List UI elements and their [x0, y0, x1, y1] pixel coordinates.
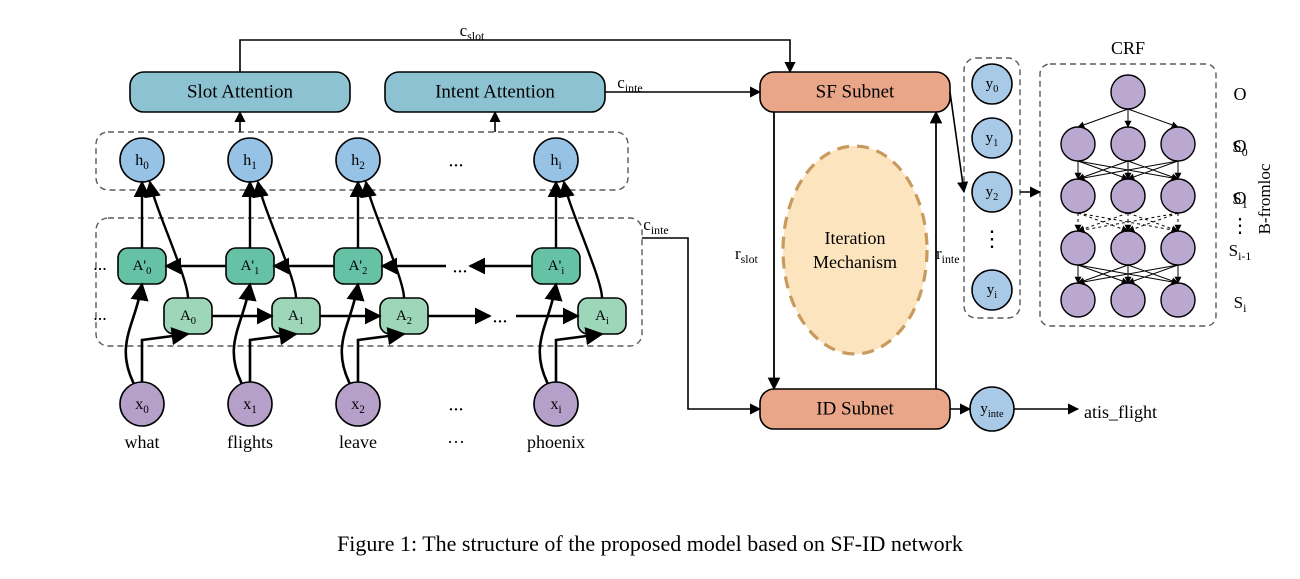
svg-text:cslot: cslot	[460, 21, 485, 43]
svg-text:rinte: rinte	[936, 244, 960, 266]
svg-text:Si-1: Si-1	[1229, 241, 1252, 263]
svg-text:phoenix: phoenix	[527, 432, 585, 452]
crf-node	[1161, 179, 1195, 213]
crf-node	[1061, 179, 1095, 213]
svg-text:...: ...	[493, 306, 508, 328]
sf-to-y	[950, 92, 964, 192]
svg-text:B-fromloc: B-fromloc	[1255, 163, 1274, 234]
svg-text:rslot: rslot	[735, 244, 759, 266]
svg-text:what: what	[125, 432, 160, 452]
svg-text:···: ···	[447, 432, 465, 452]
crf-node	[1161, 231, 1195, 265]
svg-text:cinte: cinte	[617, 73, 642, 95]
svg-text:...: ...	[449, 394, 464, 416]
svg-text:atis_flight: atis_flight	[1084, 402, 1157, 422]
svg-text:...: ...	[449, 150, 464, 172]
svg-text:SF Subnet: SF Subnet	[816, 81, 895, 102]
crf-node	[1161, 127, 1195, 161]
svg-text:⋮: ⋮	[981, 226, 1003, 251]
diagram-canvas: ...... Slot Attention Intent Attention SF S…	[0, 0, 1300, 540]
svg-text:⋮: ⋮	[1230, 215, 1250, 237]
crf-node	[1111, 231, 1145, 265]
svg-text:...: ...	[93, 304, 107, 324]
svg-text:ID Subnet: ID Subnet	[816, 398, 894, 419]
svg-text:Intent Attention: Intent Attention	[435, 81, 555, 102]
iteration-ellipse	[783, 146, 927, 354]
crf-node	[1061, 231, 1095, 265]
svg-text:Si: Si	[1234, 293, 1247, 315]
c-slot-arrow	[240, 40, 790, 72]
svg-text:CRF: CRF	[1111, 38, 1145, 58]
crf-node	[1111, 179, 1145, 213]
crf-node	[1161, 283, 1195, 317]
svg-text:cinte: cinte	[643, 215, 668, 237]
crf-node	[1061, 283, 1095, 317]
crf-node	[1111, 283, 1145, 317]
svg-text:leave: leave	[339, 432, 377, 452]
svg-text:Slot Attention: Slot Attention	[187, 81, 294, 102]
crf-node	[1111, 127, 1145, 161]
svg-text:flights: flights	[227, 432, 273, 452]
svg-text:...: ...	[453, 256, 468, 278]
figure-caption: Figure 1: The structure of the proposed …	[0, 531, 1300, 557]
svg-text:Iteration: Iteration	[825, 228, 886, 248]
crf-node	[1061, 127, 1095, 161]
crf-node	[1111, 75, 1145, 109]
svg-text:O: O	[1234, 84, 1247, 104]
svg-text:...: ...	[93, 254, 107, 274]
svg-text:Mechanism: Mechanism	[813, 252, 897, 272]
